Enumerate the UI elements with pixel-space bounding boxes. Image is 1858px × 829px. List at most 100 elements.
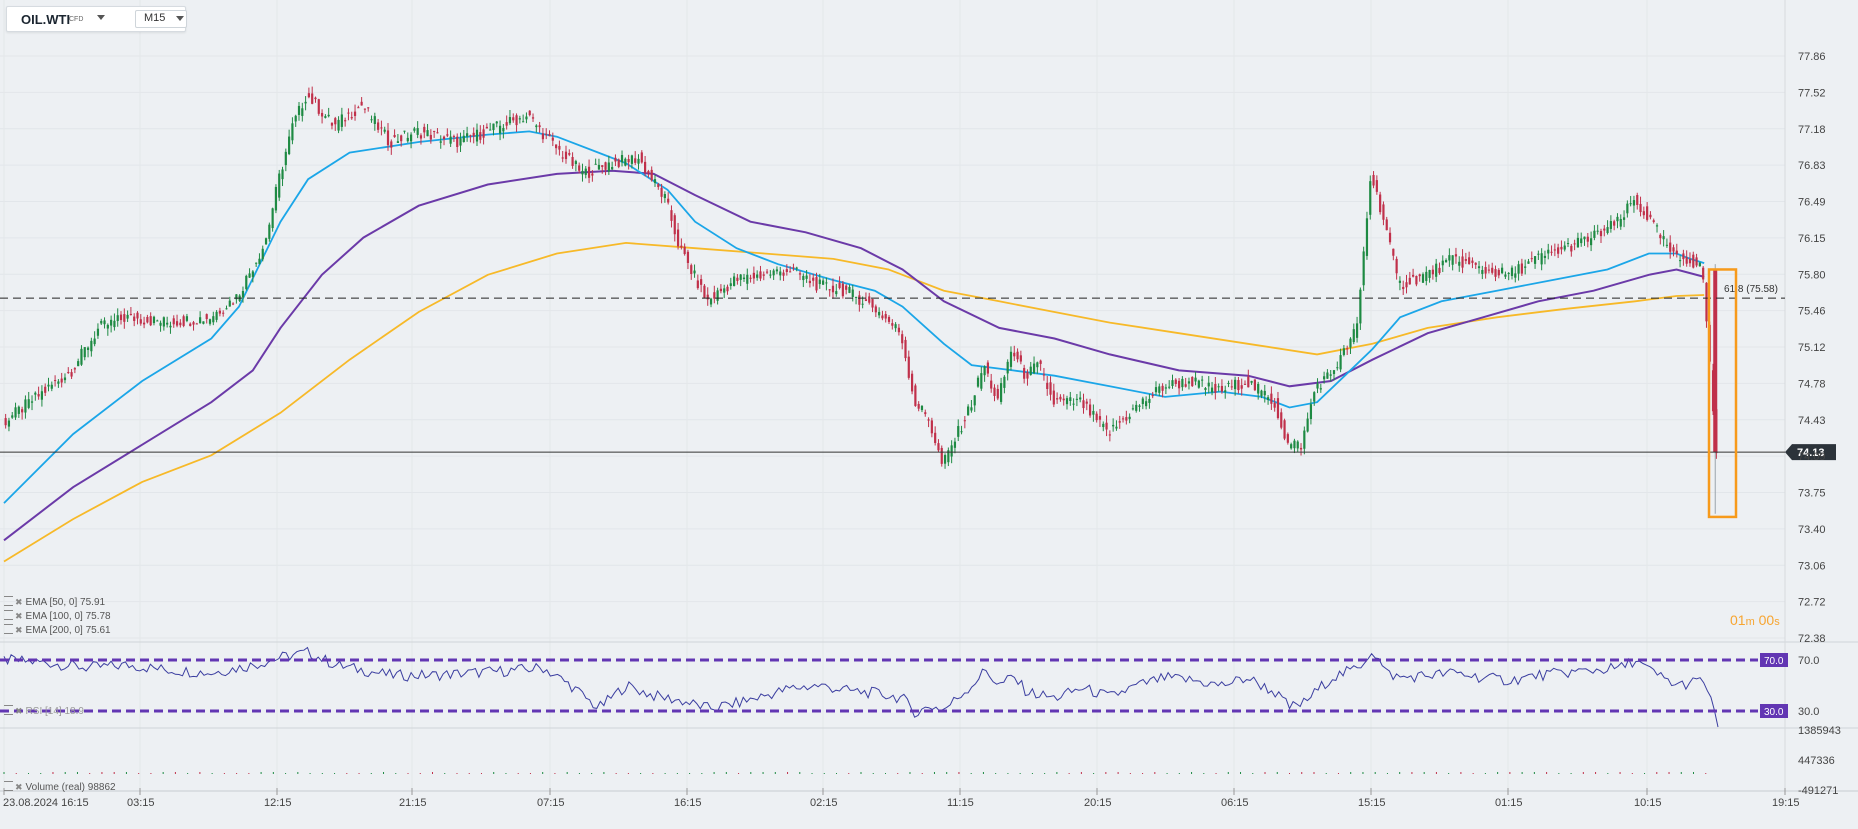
close-icon[interactable]: ✖ bbox=[15, 611, 23, 621]
candle bbox=[1339, 348, 1342, 373]
candle-body bbox=[525, 116, 528, 120]
y-tick-label: 74.43 bbox=[1798, 415, 1826, 427]
candle bbox=[1299, 443, 1303, 456]
candle-body bbox=[1313, 392, 1316, 402]
candle bbox=[225, 305, 228, 310]
candle-body bbox=[1210, 387, 1214, 393]
candle-body bbox=[739, 274, 742, 280]
settings-icon[interactable] bbox=[4, 596, 13, 606]
symbol-dropdown-icon[interactable] bbox=[97, 15, 105, 20]
indicator-volume[interactable]: ✖ Volume (real) 98862 bbox=[4, 781, 116, 794]
timeframe-select[interactable]: M15 bbox=[135, 10, 187, 28]
candle-body bbox=[518, 118, 521, 120]
candle bbox=[782, 269, 785, 281]
candle bbox=[301, 102, 304, 122]
candle bbox=[779, 266, 782, 281]
candle bbox=[1685, 250, 1688, 267]
candle bbox=[317, 98, 320, 116]
candle bbox=[881, 310, 884, 321]
candle bbox=[953, 437, 957, 454]
candle-body bbox=[169, 325, 172, 328]
candle-body bbox=[1237, 380, 1240, 391]
candle bbox=[775, 266, 779, 275]
candle-body bbox=[255, 262, 258, 264]
candle-body bbox=[393, 134, 396, 138]
candle-body bbox=[805, 275, 808, 279]
candle-body bbox=[1293, 440, 1296, 449]
candle-body bbox=[1563, 245, 1566, 250]
candle bbox=[50, 381, 53, 392]
close-icon[interactable]: ✖ bbox=[15, 706, 23, 716]
candle bbox=[350, 111, 353, 120]
candle-body bbox=[347, 112, 350, 114]
candle-body bbox=[1543, 255, 1547, 258]
candle bbox=[920, 405, 924, 413]
candle-body bbox=[690, 265, 693, 274]
candle-body bbox=[1092, 410, 1095, 415]
candle-body bbox=[1471, 260, 1474, 263]
candle-body bbox=[1362, 251, 1365, 286]
candle bbox=[617, 158, 620, 169]
candle bbox=[433, 130, 436, 138]
settings-icon[interactable] bbox=[4, 624, 13, 634]
candle-body bbox=[416, 128, 419, 135]
indicator-rsi[interactable]: ✖ RSI [14] 18.9 bbox=[4, 705, 84, 718]
candle bbox=[156, 319, 159, 322]
candle-body bbox=[4, 418, 7, 426]
candle-body bbox=[1613, 221, 1616, 226]
candle bbox=[1253, 379, 1256, 392]
candle-body bbox=[1379, 194, 1382, 213]
candle bbox=[1349, 337, 1352, 355]
candle-body bbox=[1609, 221, 1612, 229]
candle-body bbox=[1273, 402, 1276, 408]
candle bbox=[1102, 421, 1105, 432]
candle-body bbox=[1593, 230, 1596, 238]
candle-body bbox=[993, 387, 996, 396]
candle-body bbox=[14, 407, 17, 418]
candle-body bbox=[413, 128, 416, 131]
candle bbox=[1069, 391, 1072, 406]
candle bbox=[1293, 438, 1296, 454]
candle bbox=[1385, 216, 1388, 231]
indicator-ema-100[interactable]: ✖ EMA [100, 0] 75.78 bbox=[4, 610, 111, 623]
settings-icon[interactable] bbox=[4, 610, 13, 620]
candle-body bbox=[1678, 260, 1682, 262]
candle bbox=[152, 315, 156, 326]
candle bbox=[1448, 248, 1451, 267]
settings-icon[interactable] bbox=[4, 781, 13, 791]
candle-body bbox=[1280, 412, 1283, 428]
candle bbox=[123, 308, 126, 329]
candle-body bbox=[442, 136, 446, 140]
candle bbox=[1088, 398, 1092, 418]
candle bbox=[383, 126, 386, 134]
candle-body bbox=[409, 134, 413, 142]
candle-body bbox=[1095, 413, 1098, 421]
candle-body bbox=[1125, 417, 1128, 421]
candle bbox=[1346, 345, 1349, 355]
close-icon[interactable]: ✖ bbox=[15, 782, 23, 792]
close-icon[interactable]: ✖ bbox=[15, 597, 23, 607]
candle-body bbox=[864, 299, 868, 301]
candle-body bbox=[231, 303, 235, 305]
candle-body bbox=[53, 380, 57, 382]
candle bbox=[1016, 348, 1019, 363]
candle bbox=[459, 132, 462, 153]
indicator-ema-50[interactable]: ✖ EMA [50, 0] 75.91 bbox=[4, 596, 105, 609]
candle-body bbox=[700, 279, 703, 285]
close-icon[interactable]: ✖ bbox=[15, 625, 23, 635]
candle-body bbox=[874, 306, 877, 313]
fib-level-label: 61.8 (75.58) bbox=[1724, 284, 1778, 295]
indicator-ema-200[interactable]: ✖ EMA [200, 0] 75.61 bbox=[4, 624, 111, 637]
candle-body bbox=[1421, 274, 1425, 283]
candle-body bbox=[1299, 447, 1303, 450]
candle bbox=[311, 86, 314, 105]
candle-body bbox=[1510, 267, 1514, 276]
candle bbox=[805, 269, 808, 283]
candle bbox=[456, 133, 459, 153]
settings-icon[interactable] bbox=[4, 705, 13, 715]
symbol-name[interactable]: OIL.WTI bbox=[21, 12, 71, 27]
candle-body bbox=[802, 275, 805, 281]
candle-body bbox=[1665, 244, 1669, 246]
